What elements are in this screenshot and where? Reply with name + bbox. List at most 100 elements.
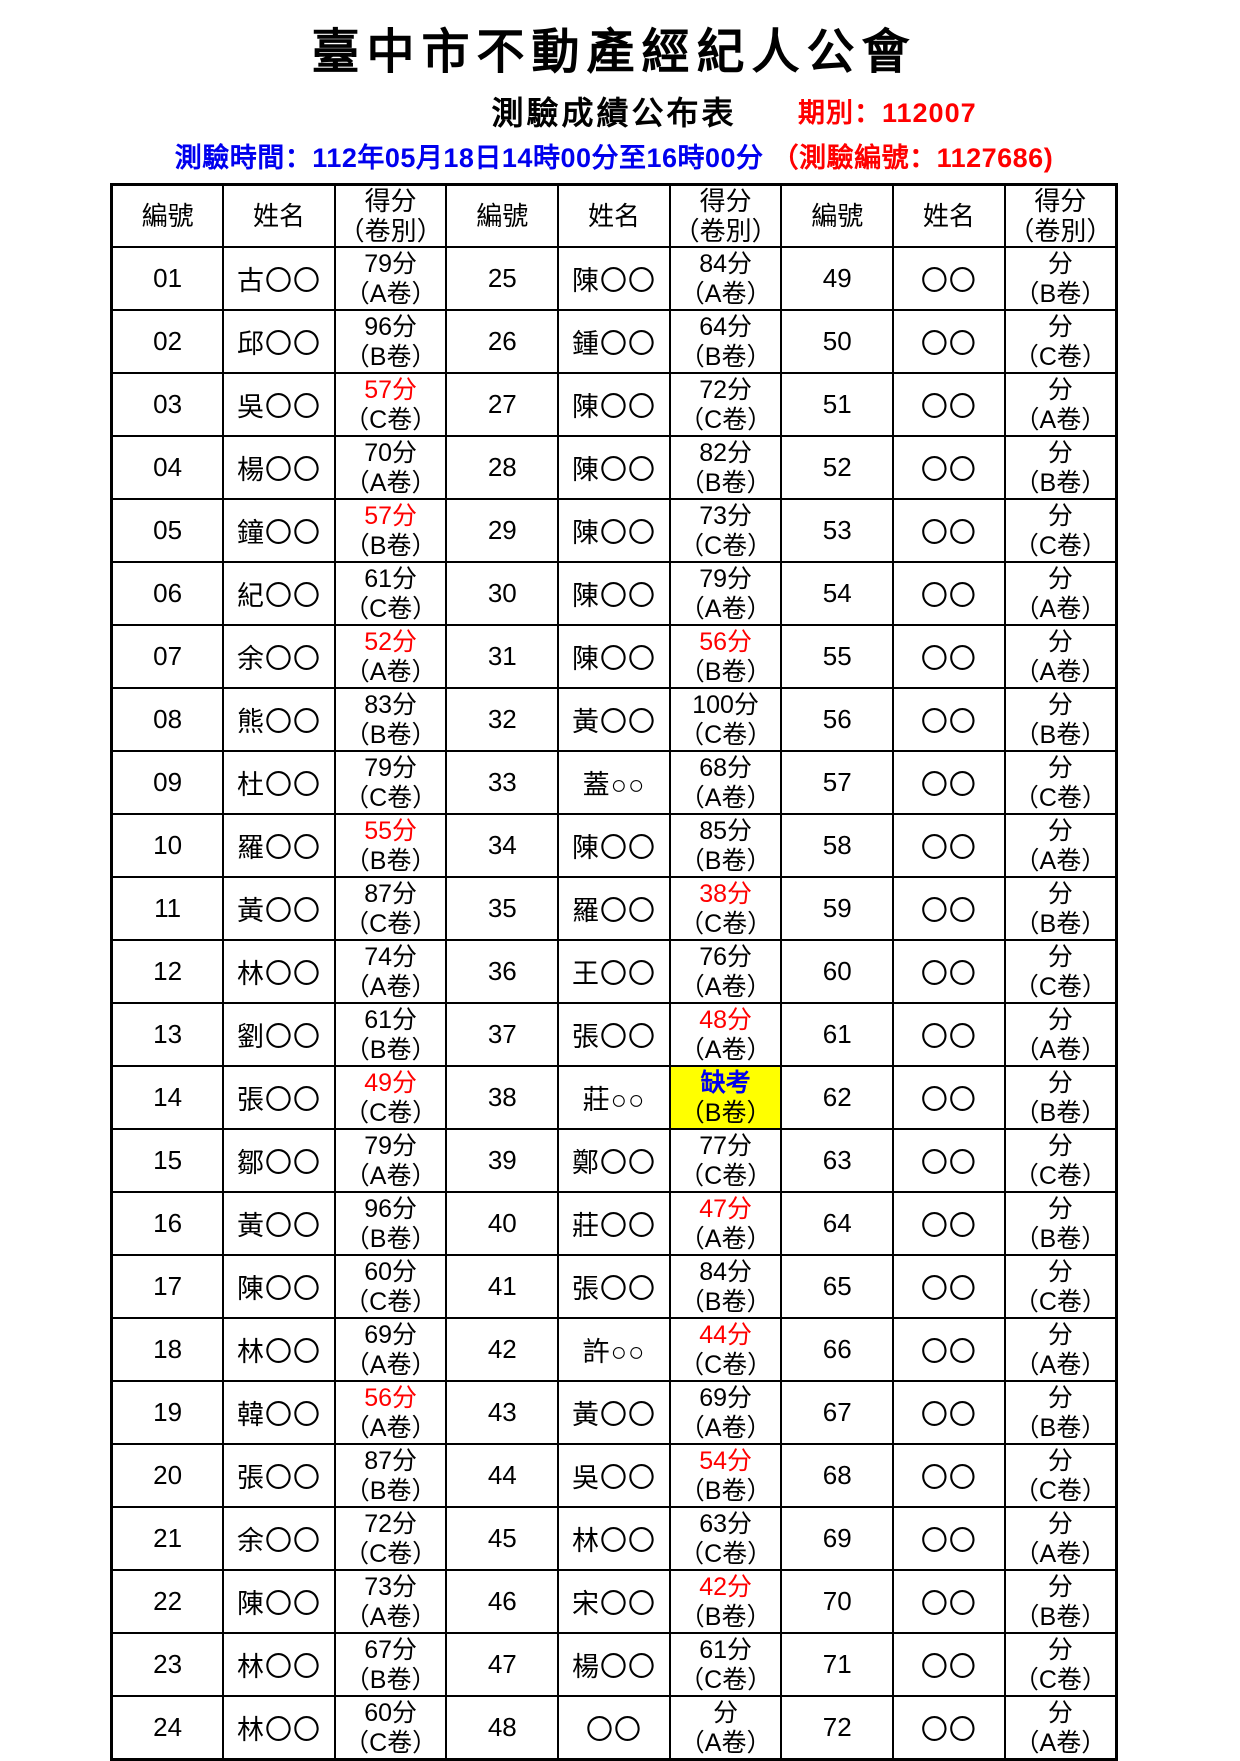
score-cell: 57分 （B卷） (333, 498, 448, 563)
score-cell: 56分 （A卷） (333, 1380, 448, 1445)
score-value: 63分 (699, 1509, 753, 1538)
score-cell: 分（C卷） (1003, 498, 1118, 563)
name-cell: 陳〇〇 (222, 1254, 336, 1319)
seat-number-cell: 17 (110, 1254, 225, 1319)
score-cell: 61分 （B卷） (333, 1002, 448, 1067)
score-value: 56分 (699, 627, 753, 656)
name-cell: 莊〇〇 (557, 1191, 671, 1256)
seat-number-cell: 11 (110, 876, 225, 941)
score-value: 96分 (364, 1194, 418, 1223)
paper-type: （B卷） (1014, 1098, 1107, 1127)
paper-type: （A卷） (679, 1035, 772, 1064)
score-cell: 60分 （C卷） (333, 1254, 448, 1319)
name-cell: 張〇〇 (557, 1254, 671, 1319)
name-cell: 宋〇〇 (557, 1569, 671, 1634)
seat-number-cell: 54 (780, 561, 895, 626)
paper-type: （B卷） (344, 1224, 437, 1253)
paper-type: （B卷） (679, 468, 772, 497)
seat-number-cell: 52 (780, 435, 895, 500)
score-cell: 96分 （B卷） (333, 309, 448, 374)
table-row: 18 林〇〇 69分 （A卷） 42 許○○ 44分 （C卷） 66 〇〇分（A卷） (110, 1317, 1118, 1382)
seat-number-cell: 08 (110, 687, 225, 752)
table-row: 01 古〇〇 79分 （A卷） 25 陳〇〇 84分 （A卷） 49 〇〇分（B卷） (110, 246, 1118, 311)
header-num-1: 編號 (110, 183, 225, 248)
score-value: 72分 (699, 375, 753, 404)
exam-time-label: 測驗時間：112年05月18日14時00分至16時00分 (174, 143, 764, 173)
score-value: 分 (1047, 879, 1073, 908)
score-value: 84分 (699, 1257, 753, 1286)
score-value: 分 (1047, 1383, 1073, 1412)
table-row: 23 林〇〇 67分 （B卷） 47 楊〇〇 61分 （C卷） 71 〇〇分（C卷） (110, 1632, 1118, 1697)
score-cell: 分（A卷） (1003, 1695, 1118, 1761)
seat-number-cell: 31 (445, 624, 560, 689)
paper-type: （B卷） (679, 846, 772, 875)
name-cell: 余〇〇 (222, 1506, 336, 1571)
score-value: 分 (1047, 1572, 1073, 1601)
score-cell: 70分 （A卷） (333, 435, 448, 500)
seat-number-cell: 10 (110, 813, 225, 878)
name-cell: 〇〇 (892, 372, 1006, 437)
seat-number-cell: 49 (780, 246, 895, 311)
name-cell: 鄭〇〇 (557, 1128, 671, 1193)
score-value: 分 (1047, 249, 1073, 278)
name-cell: 黃〇〇 (557, 1380, 671, 1445)
paper-type: （C卷） (344, 1287, 438, 1316)
seat-number-cell: 02 (110, 309, 225, 374)
seat-number-cell: 66 (780, 1317, 895, 1382)
paper-type: （C卷） (1013, 972, 1107, 1001)
score-cell: 分（B卷） (1003, 1065, 1118, 1130)
seat-number-cell: 30 (445, 561, 560, 626)
name-cell: 王〇〇 (557, 939, 671, 1004)
score-cell: 分（C卷） (1003, 1128, 1118, 1193)
subtitle-row: 測驗成績公布表 期別：112007 (110, 88, 1118, 132)
name-cell: 〇〇 (892, 1569, 1006, 1634)
seat-number-cell: 23 (110, 1632, 225, 1697)
paper-type: （A卷） (679, 972, 772, 1001)
name-cell: 楊〇〇 (557, 1632, 671, 1697)
name-cell: 〇〇 (892, 1632, 1006, 1697)
score-cell: 77分 （C卷） (668, 1128, 783, 1193)
score-value: 分 (1047, 1068, 1073, 1097)
score-value: 60分 (364, 1257, 418, 1286)
name-cell: 熊〇〇 (222, 687, 336, 752)
score-cell: 63分 （C卷） (668, 1506, 783, 1571)
score-value: 61分 (364, 1005, 418, 1034)
table-row: 10 羅〇〇 55分 （B卷） 34 陳〇〇 85分 （B卷） 58 〇〇分（A卷） (110, 813, 1118, 878)
score-value: 73分 (699, 501, 753, 530)
score-value: 61分 (364, 564, 418, 593)
seat-number-cell: 20 (110, 1443, 225, 1508)
seat-number-cell: 24 (110, 1695, 225, 1761)
paper-type: （C卷） (344, 405, 438, 434)
score-value: 60分 (364, 1698, 418, 1727)
seat-number-cell: 29 (445, 498, 560, 563)
seat-number-cell: 01 (110, 246, 225, 311)
name-cell: 蓋○○ (557, 750, 671, 815)
seat-number-cell: 58 (780, 813, 895, 878)
score-cell: 84分 （B卷） (668, 1254, 783, 1319)
score-value: 52分 (364, 627, 418, 656)
score-cell: 74分 （A卷） (333, 939, 448, 1004)
name-cell: 〇〇 (892, 1128, 1006, 1193)
seat-number-cell: 72 (780, 1695, 895, 1761)
score-value: 分 (1047, 1131, 1073, 1160)
seat-number-cell: 64 (780, 1191, 895, 1256)
score-cell: 64分 （B卷） (668, 309, 783, 374)
seat-number-cell: 05 (110, 498, 225, 563)
paper-type: （C卷） (344, 1539, 438, 1568)
score-cell: 分（A卷） (1003, 1506, 1118, 1571)
score-value: 44分 (699, 1320, 753, 1349)
paper-type: （A卷） (679, 594, 772, 623)
seat-number-cell: 37 (445, 1002, 560, 1067)
header-score-line2: （卷別） (1008, 216, 1113, 246)
score-cell: 分（A卷） (1003, 1002, 1118, 1067)
table-row: 22 陳〇〇 73分 （A卷） 46 宋〇〇 42分 （B卷） 70 〇〇分（B卷） (110, 1569, 1118, 1634)
paper-type: （C卷） (679, 1350, 773, 1379)
name-cell: 〇〇 (892, 435, 1006, 500)
name-cell: 林〇〇 (222, 1317, 336, 1382)
score-value: 缺考 (700, 1068, 751, 1097)
score-value: 69分 (699, 1383, 753, 1412)
paper-type: （C卷） (1013, 531, 1107, 560)
score-value: 84分 (699, 249, 753, 278)
score-cell: 67分 （B卷） (333, 1632, 448, 1697)
score-cell: 57分 （C卷） (333, 372, 448, 437)
